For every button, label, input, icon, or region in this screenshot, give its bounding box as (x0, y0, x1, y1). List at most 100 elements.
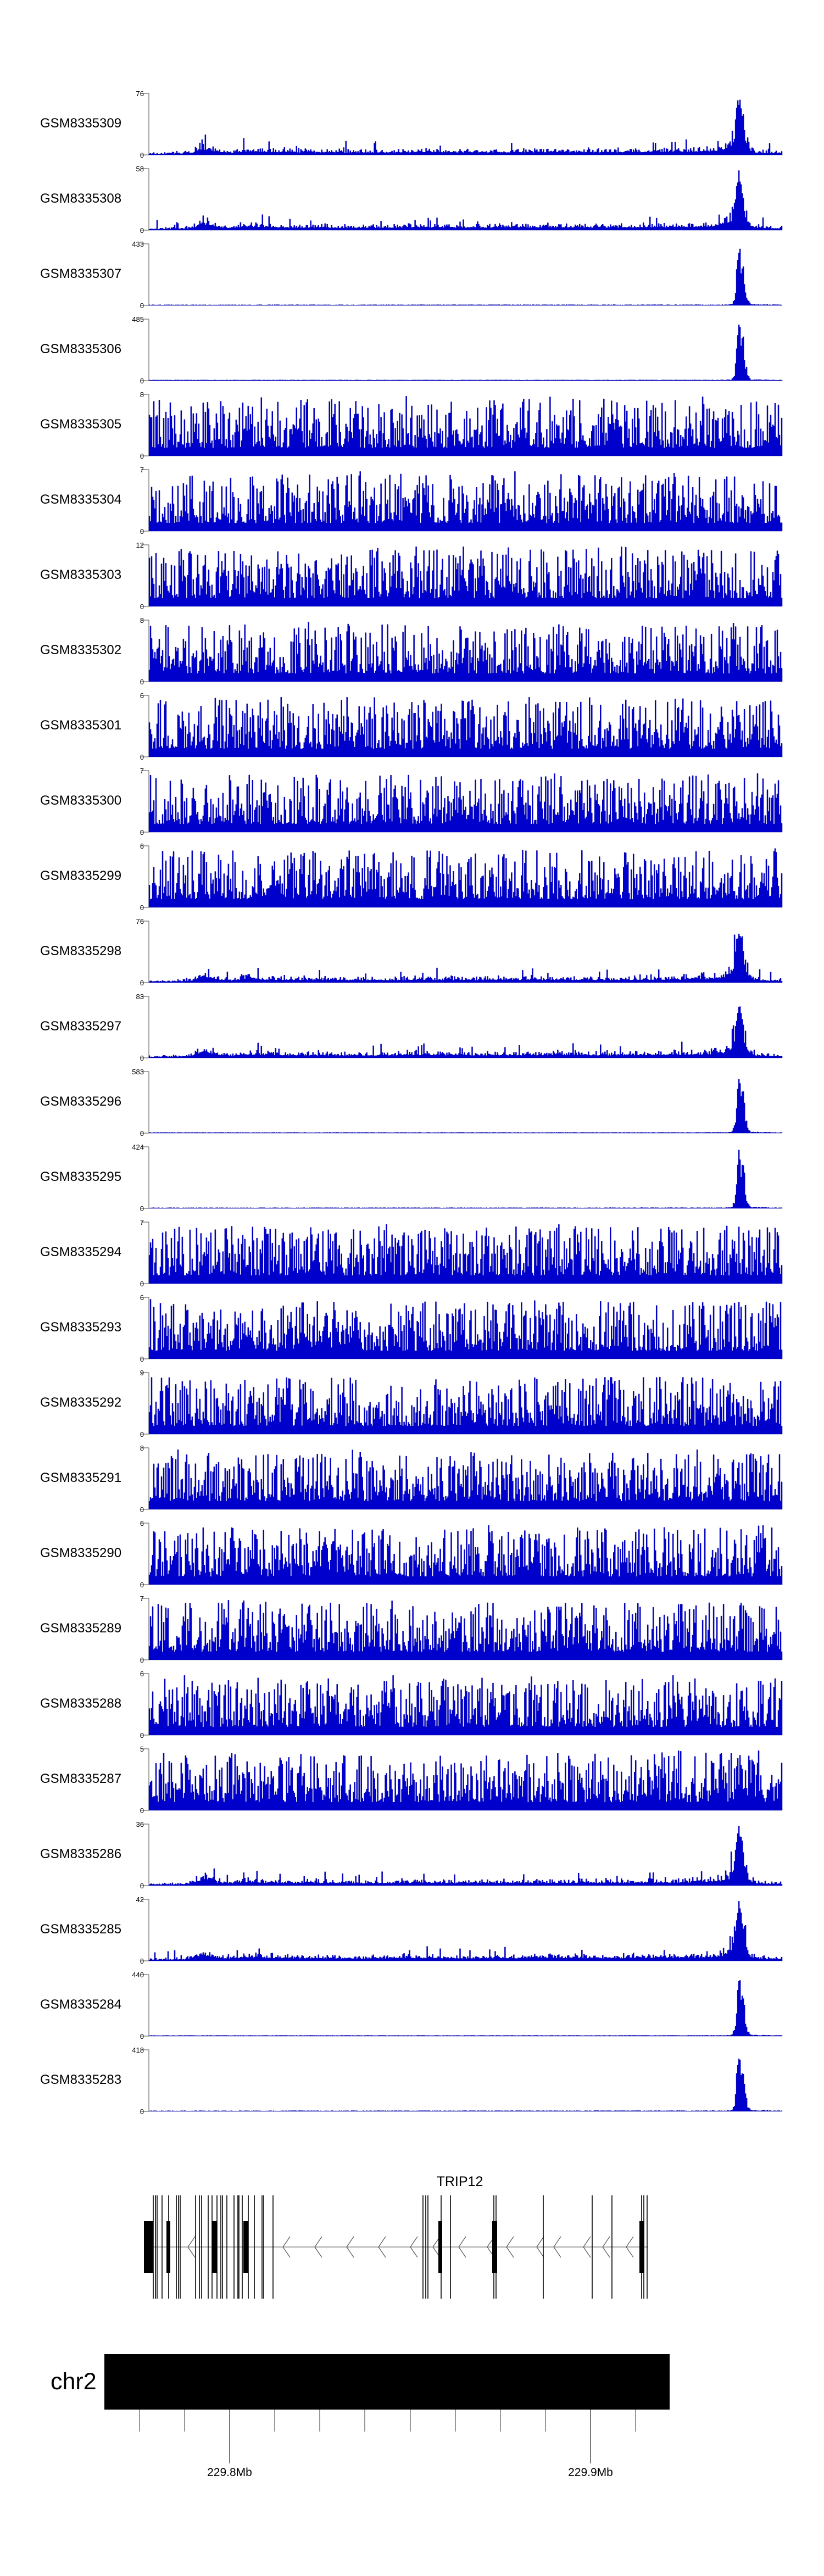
chromosome-ideogram: 229.8Mb 229.9Mb (0, 2334, 824, 2576)
ymax-value: 9 (140, 1369, 144, 1377)
track-row: GSM8335300 7 0 (0, 760, 824, 835)
strand-arrow-left (410, 2236, 418, 2258)
signal-area (148, 2059, 783, 2112)
ymax-value: 583 (132, 1068, 144, 1076)
yzero-value: 0 (140, 1806, 144, 1813)
yzero-value: 0 (140, 527, 144, 534)
strand-arrow-left (378, 2236, 386, 2258)
track-label: GSM8335292 (40, 1395, 122, 1410)
signal-area (148, 1980, 783, 2037)
ymax-value: 76 (136, 917, 144, 925)
axis-tick-label: 229.9Mb (568, 2466, 613, 2479)
signal-area (148, 1901, 783, 1961)
ymax-value: 6 (140, 1670, 144, 1678)
track-plot: 485 0 (132, 315, 783, 383)
track-plot: 440 0 (132, 1971, 783, 2039)
ymax-value: 7 (140, 1594, 144, 1603)
yzero-value: 0 (140, 1129, 144, 1136)
track-label: GSM8335307 (40, 266, 122, 281)
signal-area (148, 1006, 783, 1058)
track-label: GSM8335306 (40, 342, 122, 356)
signal-area (148, 1675, 783, 1736)
track-row: GSM8335303 12 0 (0, 534, 824, 609)
exon-box (639, 2221, 644, 2273)
ymax-value: 76 (136, 90, 144, 98)
chromosome-label: chr2 (51, 2368, 97, 2395)
track-label: GSM8335300 (40, 793, 122, 808)
track-row: GSM8335297 83 0 (0, 985, 824, 1061)
track-label: GSM8335287 (40, 1771, 122, 1786)
yzero-value: 0 (140, 1430, 144, 1437)
track-label: GSM8335302 (40, 643, 122, 657)
track-label: GSM8335284 (40, 1997, 122, 2012)
ideogram-and-axis: 229.8Mb 229.9Mb (104, 2354, 670, 2479)
ymax-value: 8 (140, 391, 144, 399)
gene-name-label: TRIP12 (436, 2174, 483, 2189)
exon-box (144, 2221, 153, 2273)
yzero-value: 0 (140, 1731, 144, 1738)
track-plot: 36 0 (136, 1820, 783, 1888)
track-plot: 60 (140, 1293, 783, 1362)
signal-area (148, 248, 783, 306)
track-row: GSM8335299 6 0 (0, 835, 824, 910)
signal-area (148, 1750, 783, 1811)
ymax-value: 7 (140, 767, 144, 775)
yzero-value: 0 (140, 603, 144, 609)
track-plot: 70 (140, 1218, 783, 1286)
track-row: GSM8335290 6 0 (0, 1512, 824, 1587)
signal-area (148, 1150, 783, 1209)
track-label: GSM8335288 (40, 1696, 122, 1711)
signal-area (148, 170, 783, 231)
track-row: GSM8335306 485 0 (0, 308, 824, 383)
track-row: GSM8335302 8 0 (0, 609, 824, 684)
yzero-value: 0 (140, 2032, 144, 2039)
track-row: GSM8335285 42 0 (0, 1888, 824, 1964)
track-row: GSM8335292 9 0 (0, 1362, 824, 1437)
track-plot: 80 (140, 391, 783, 459)
track-row: GSM8335284 440 0 (0, 1964, 824, 2039)
yzero-value: 0 (140, 1506, 144, 1512)
ymax-value: 440 (132, 1971, 144, 1979)
signal-area (148, 1376, 783, 1435)
track-row: GSM8335293 6 0 (0, 1286, 824, 1362)
signal-area (148, 325, 783, 381)
yzero-value: 0 (140, 904, 144, 910)
track-plot: 80 (140, 1444, 783, 1512)
track-label: GSM8335291 (40, 1470, 122, 1485)
yzero-value: 0 (140, 226, 144, 233)
signal-area (148, 1600, 783, 1660)
track-row: GSM8335289 7 0 (0, 1587, 824, 1663)
track-row: GSM8335308 58 0 (0, 158, 824, 233)
exon-box (492, 2221, 497, 2273)
strand-arrow-left (187, 2236, 196, 2258)
ymax-value: 433 (132, 240, 144, 248)
track-label: GSM8335303 (40, 567, 122, 582)
track-row: GSM8335295 424 0 (0, 1136, 824, 1211)
yzero-value: 0 (140, 377, 144, 383)
yzero-value: 0 (140, 828, 144, 835)
strand-arrow-left (626, 2236, 634, 2258)
ymax-value: 7 (140, 466, 144, 474)
ymax-value: 6 (140, 1519, 144, 1527)
ymax-value: 12 (136, 541, 144, 549)
signal-area (148, 697, 783, 757)
track-label: GSM8335308 (40, 191, 122, 206)
track-label: GSM8335293 (40, 1320, 122, 1335)
signal-area (148, 1826, 783, 1886)
track-label: GSM8335304 (40, 492, 122, 507)
signal-area (148, 773, 783, 833)
ymax-value: 36 (136, 1820, 144, 1828)
track-plot: 60 (140, 842, 783, 910)
ymax-value: 42 (136, 1895, 144, 1904)
track-label: GSM8335290 (40, 1546, 122, 1560)
track-plot: 60 (140, 1519, 783, 1587)
signal-area (148, 848, 783, 908)
ymax-value: 424 (132, 1143, 144, 1151)
strand-arrow-left (432, 2236, 441, 2258)
exon-box (243, 2221, 248, 2273)
signal-area (148, 933, 783, 983)
track-row: GSM8335309 76 0 (0, 82, 824, 158)
ymax-value: 418 (132, 2046, 144, 2054)
strand-arrow-left (346, 2236, 354, 2258)
ymax-value: 8 (140, 1444, 144, 1452)
